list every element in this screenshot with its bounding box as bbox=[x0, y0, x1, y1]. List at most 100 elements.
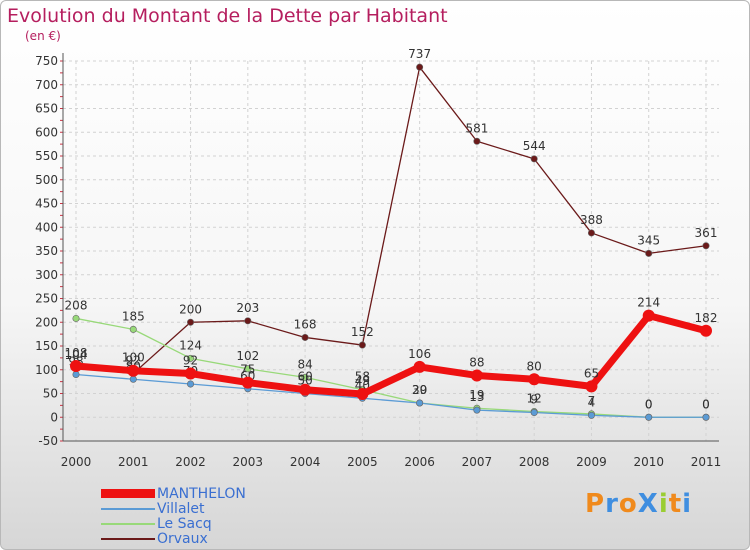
logo-letter: X bbox=[637, 489, 659, 519]
data-point bbox=[585, 380, 598, 393]
data-label: 92 bbox=[183, 354, 198, 368]
x-tick-label: 2008 bbox=[519, 455, 550, 469]
data-point bbox=[299, 383, 312, 396]
data-label: 9 bbox=[530, 393, 538, 407]
data-label: 361 bbox=[695, 226, 718, 240]
data-point bbox=[413, 360, 426, 373]
data-point bbox=[72, 314, 80, 322]
data-label: 80 bbox=[527, 359, 542, 373]
data-label: 29 bbox=[412, 383, 427, 397]
data-point bbox=[356, 387, 369, 400]
legend-label-le-sacq: Le Sacq bbox=[157, 516, 212, 532]
y-tick-label: 500 bbox=[35, 173, 58, 187]
y-tick-label: 300 bbox=[35, 268, 58, 282]
y-tick-label: 150 bbox=[35, 339, 58, 353]
data-point bbox=[129, 325, 137, 333]
data-label: 203 bbox=[236, 301, 259, 315]
y-tick-label: 50 bbox=[43, 387, 58, 401]
data-label: 4 bbox=[588, 395, 596, 409]
x-tick-label: 2003 bbox=[233, 455, 264, 469]
data-point bbox=[473, 137, 481, 145]
x-tick-label: 2011 bbox=[691, 455, 722, 469]
data-label: 0 bbox=[702, 397, 710, 411]
x-tick-label: 2002 bbox=[175, 455, 206, 469]
series-line-villalet bbox=[75, 373, 706, 418]
data-point bbox=[645, 249, 653, 257]
data-label: 60 bbox=[297, 370, 312, 384]
data-label: 581 bbox=[465, 121, 488, 135]
x-tick-label: 2007 bbox=[462, 455, 493, 469]
data-point bbox=[301, 373, 309, 381]
data-point bbox=[129, 375, 137, 383]
logo-letter: r bbox=[605, 489, 619, 519]
legend-swatch-manthelon bbox=[101, 489, 155, 498]
data-point bbox=[70, 359, 82, 372]
data-point bbox=[642, 309, 655, 322]
data-point bbox=[702, 242, 710, 250]
data-label: 13 bbox=[469, 390, 484, 404]
data-label: 124 bbox=[179, 338, 202, 352]
data-label: 19 bbox=[469, 388, 484, 402]
x-tick-label: 2006 bbox=[404, 455, 435, 469]
data-label: 7 bbox=[588, 394, 596, 408]
y-tick-label: 650 bbox=[35, 102, 58, 116]
x-tick-label: 2004 bbox=[290, 455, 321, 469]
data-label: 182 bbox=[695, 311, 718, 325]
data-label: 168 bbox=[294, 317, 317, 331]
data-point bbox=[530, 155, 538, 163]
y-tick-label: 700 bbox=[35, 78, 58, 92]
data-label: 0 bbox=[702, 397, 710, 411]
data-label: 388 bbox=[580, 213, 603, 227]
data-point bbox=[72, 370, 80, 378]
data-point bbox=[416, 399, 424, 407]
y-tick-label: 600 bbox=[35, 125, 58, 139]
x-tick-label: 2005 bbox=[347, 455, 378, 469]
data-label: 88 bbox=[469, 355, 484, 369]
series-line-le-sacq bbox=[75, 317, 706, 418]
data-point bbox=[358, 341, 366, 349]
y-tick-label: 550 bbox=[35, 149, 58, 163]
data-label: 104 bbox=[65, 348, 88, 362]
data-label: 65 bbox=[584, 366, 599, 380]
data-point bbox=[700, 324, 712, 337]
data-label: 0 bbox=[645, 397, 653, 411]
data-label: 185 bbox=[122, 309, 145, 323]
data-point bbox=[187, 354, 195, 362]
data-label: 214 bbox=[637, 296, 660, 310]
y-tick-label: 250 bbox=[35, 292, 58, 306]
data-label: 102 bbox=[236, 349, 259, 363]
data-label: 50 bbox=[297, 374, 312, 388]
data-label: 345 bbox=[637, 233, 660, 247]
data-label: 544 bbox=[523, 139, 546, 153]
data-label: 92 bbox=[126, 354, 141, 368]
y-tick-label: 200 bbox=[35, 315, 58, 329]
data-label: 200 bbox=[179, 302, 202, 316]
x-tick-label: 2001 bbox=[118, 455, 149, 469]
data-label: 0 bbox=[645, 397, 653, 411]
x-tick-label: 2009 bbox=[576, 455, 607, 469]
data-point bbox=[127, 364, 140, 377]
legend-swatch-orvaux bbox=[101, 538, 155, 540]
legend-label-orvaux: Orvaux bbox=[157, 531, 208, 547]
series-line-orvaux bbox=[75, 66, 707, 375]
data-label: 208 bbox=[65, 298, 88, 312]
data-label: 12 bbox=[527, 392, 542, 406]
y-tick-label: -50 bbox=[38, 434, 58, 448]
x-tick-label: 2000 bbox=[61, 455, 92, 469]
data-point bbox=[528, 373, 541, 386]
proxiti-logo: ProXiti bbox=[585, 489, 692, 519]
logo-letter: i bbox=[658, 489, 669, 519]
data-label: 30 bbox=[412, 383, 427, 397]
chart-unit-label: (en €) bbox=[25, 29, 61, 43]
data-point bbox=[301, 333, 309, 341]
data-point bbox=[244, 365, 252, 373]
chart-title: Evolution du Montant de la Dette par Hab… bbox=[7, 5, 448, 27]
data-point bbox=[244, 317, 252, 325]
logo-letter: t bbox=[668, 489, 683, 519]
logo-letter: P bbox=[585, 489, 606, 519]
data-point bbox=[187, 380, 195, 388]
legend-swatch-le-sacq bbox=[101, 523, 155, 525]
data-point bbox=[587, 411, 595, 419]
